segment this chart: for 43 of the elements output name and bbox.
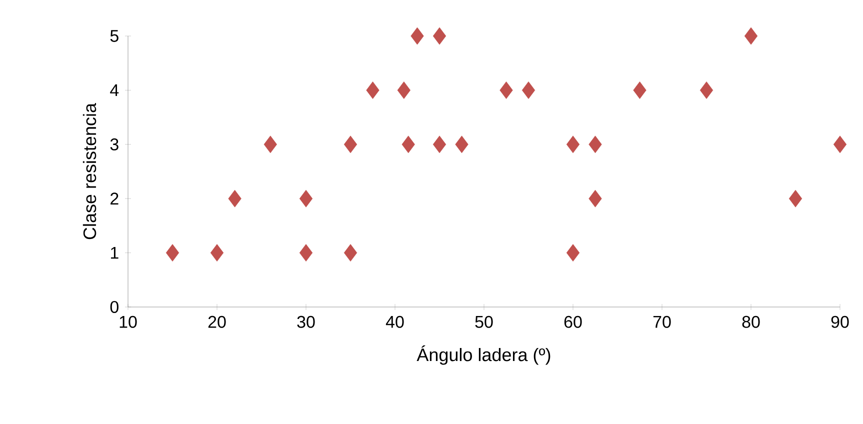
point: [366, 82, 380, 99]
y-tick-label: 0: [110, 300, 118, 314]
x-tick-label: 60: [564, 316, 582, 328]
point: [500, 82, 513, 99]
x-tick-label: 40: [386, 316, 404, 328]
point: [522, 82, 536, 99]
point: [210, 244, 224, 262]
x-tick-label: 90: [831, 316, 849, 328]
x-tick-label: 10: [120, 316, 137, 328]
point: [455, 136, 468, 154]
y-tick-label: 4: [110, 84, 119, 96]
point: [344, 244, 358, 262]
y-tick-label: 2: [110, 192, 118, 205]
point: [264, 136, 277, 154]
point: [299, 244, 313, 262]
y-tick-label: 3: [110, 138, 118, 150]
point: [588, 190, 602, 208]
point: [228, 190, 242, 208]
point: [166, 244, 180, 262]
point: [788, 190, 802, 208]
point: [432, 27, 446, 45]
x-tick-label: 80: [742, 316, 760, 328]
y-axis-title: Clase resistencia: [82, 103, 96, 240]
y-tick-label: 1: [110, 246, 118, 259]
point: [402, 136, 415, 154]
point: [566, 136, 580, 154]
point: [299, 190, 313, 208]
point: [397, 82, 410, 99]
point: [633, 82, 646, 99]
point: [588, 136, 602, 154]
point: [566, 244, 580, 262]
point: [344, 136, 358, 154]
x-tick-label: 30: [297, 316, 315, 328]
point: [744, 27, 758, 45]
x-tick-label: 20: [208, 316, 226, 328]
x-tick-label: 50: [475, 316, 493, 328]
point: [833, 136, 847, 154]
point: [410, 27, 424, 45]
x-axis-title: Ángulo ladera (º): [416, 345, 550, 365]
point: [700, 82, 714, 99]
x-tick-label: 70: [653, 316, 671, 328]
point: [432, 136, 446, 154]
y-tick-label: 5: [110, 30, 118, 42]
